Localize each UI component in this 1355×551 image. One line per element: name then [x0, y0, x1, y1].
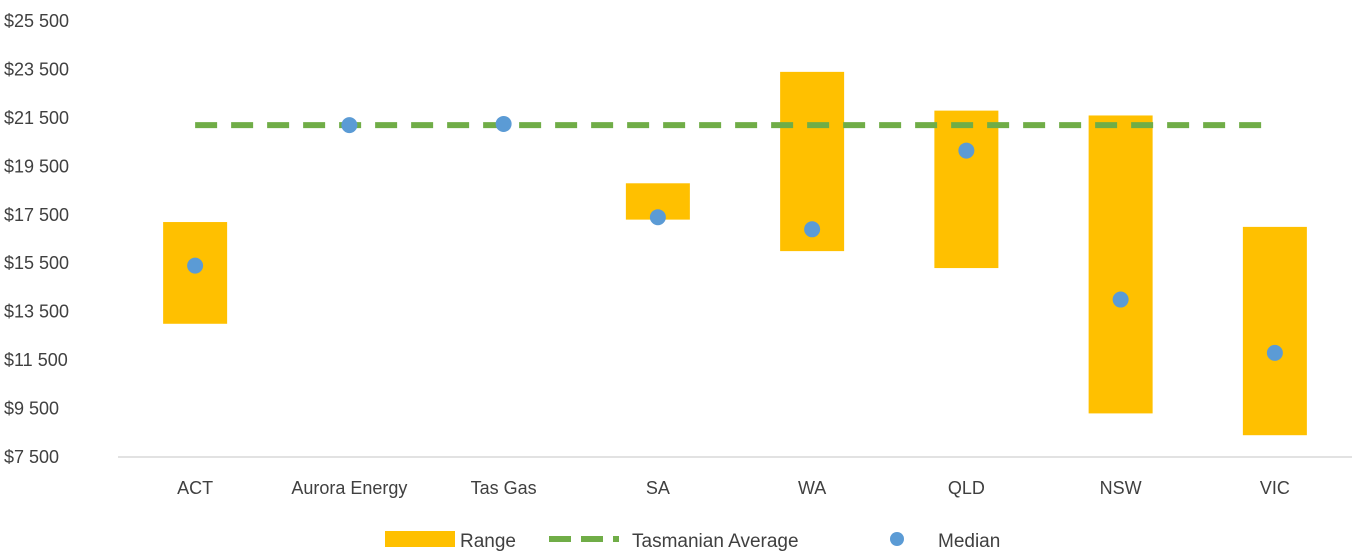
range-bar	[1088, 115, 1153, 414]
range-bar	[934, 110, 999, 269]
x-axis-categories: ACT Aurora Energy Tas Gas SA WA QLD NSW VIC	[177, 478, 1290, 498]
x-tick-label: ACT	[177, 478, 213, 498]
x-tick-label: SA	[646, 478, 670, 498]
legend-label-range: Range	[460, 531, 516, 551]
legend-swatch-range	[385, 531, 455, 547]
x-tick-label: VIC	[1260, 478, 1290, 498]
y-tick-label: $25 500	[4, 11, 69, 31]
y-tick-label: $19 500	[4, 156, 69, 176]
median-point	[649, 209, 666, 226]
x-tick-label: Aurora Energy	[291, 478, 407, 498]
y-tick-label: $15 500	[4, 253, 69, 273]
y-tick-label: $7 500	[4, 447, 59, 467]
legend: Range Tasmanian Average Median	[385, 531, 1000, 551]
y-axis: $7 500 $9 500 $11 500 $13 500 $15 500 $17 500…	[4, 11, 69, 467]
x-tick-label: WA	[798, 478, 826, 498]
y-tick-label: $13 500	[4, 302, 69, 322]
range-bar	[1242, 226, 1307, 436]
legend-label-average: Tasmanian Average	[632, 531, 799, 551]
median-points	[187, 115, 1283, 361]
median-point	[187, 257, 204, 274]
x-tick-label: NSW	[1100, 478, 1142, 498]
median-point	[958, 142, 975, 159]
range-bars	[163, 71, 1307, 436]
legend-swatch-median	[890, 532, 904, 546]
y-tick-label: $9 500	[4, 399, 59, 419]
median-point	[804, 221, 821, 238]
median-point	[1266, 344, 1283, 361]
y-tick-label: $17 500	[4, 205, 69, 225]
median-point	[341, 117, 358, 134]
range-bar	[780, 71, 845, 252]
median-point	[495, 115, 512, 132]
y-tick-label: $11 500	[4, 350, 68, 370]
x-tick-label: QLD	[948, 478, 985, 498]
y-tick-label: $23 500	[4, 59, 69, 79]
median-point	[1112, 291, 1129, 308]
legend-label-median: Median	[938, 531, 1000, 551]
x-tick-label: Tas Gas	[471, 478, 537, 498]
y-tick-label: $21 500	[4, 108, 69, 128]
